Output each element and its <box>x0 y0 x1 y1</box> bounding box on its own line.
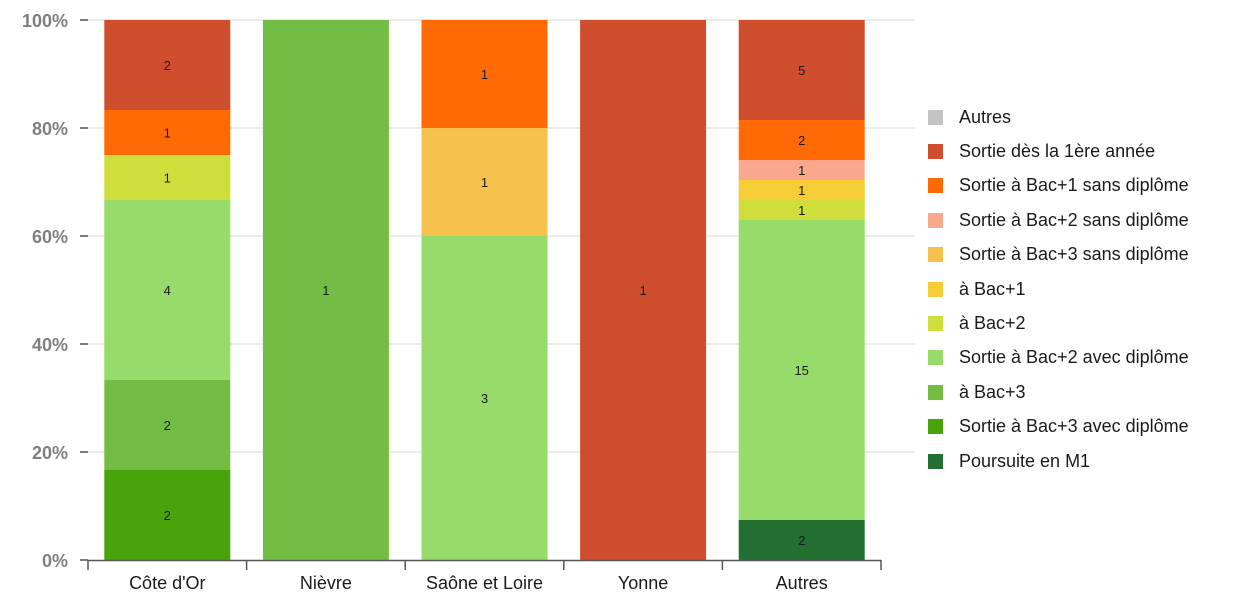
bar-segment <box>580 20 707 560</box>
legend-label: Poursuite en M1 <box>959 450 1091 471</box>
legend-swatch <box>928 247 943 263</box>
legend-item: Sortie dès la 1ère année <box>928 134 1228 168</box>
legend-item: Autres <box>928 100 1228 134</box>
bar-segment <box>738 160 865 180</box>
legend-item: Sortie à Bac+3 sans diplôme <box>928 238 1228 272</box>
legend-label: à Bac+3 <box>959 381 1026 402</box>
data-label: 2 <box>798 533 805 548</box>
bar-segment <box>104 110 231 155</box>
legend-label: à Bac+2 <box>959 313 1026 334</box>
legend-item: Poursuite en M1 <box>928 444 1228 478</box>
data-label: 2 <box>164 418 171 433</box>
bar-segment <box>738 200 865 220</box>
legend-item: Sortie à Bac+2 sans diplôme <box>928 203 1228 237</box>
data-label: 1 <box>322 283 329 298</box>
stacked-bar-chart: 2 2 4 1 1 2 1 3 1 1 1 2 15 1 1 1 2 5 0% 20% 40% 60% 80% 100% Cô… <box>22 11 915 592</box>
y-tick-label: 20% <box>32 443 68 463</box>
data-labels: 2 2 4 1 1 2 1 3 1 1 1 2 15 1 1 1 2 5 <box>164 58 809 548</box>
legend-label: Sortie à Bac+2 avec diplôme <box>959 347 1189 368</box>
legend-swatch <box>928 350 943 366</box>
bar-segment <box>104 380 231 470</box>
legend-label: Sortie à Bac+1 sans diplôme <box>959 175 1189 196</box>
x-tick-label: Côte d'Or <box>129 573 205 592</box>
axes: 0% 20% 40% 60% 80% 100% Côte d'Or Nièvre Saône e… <box>22 11 882 592</box>
data-label: 1 <box>164 126 171 141</box>
x-tick-label: Autres <box>776 573 828 592</box>
legend-swatch <box>928 453 943 469</box>
legend: Autres Sortie dès la 1ère année Sortie à B… <box>928 100 1228 478</box>
bar-segment <box>738 180 865 200</box>
data-label: 1 <box>798 203 805 218</box>
data-label: 1 <box>639 283 646 298</box>
legend-label: à Bac+1 <box>959 278 1026 299</box>
data-label: 2 <box>164 508 171 523</box>
legend-swatch <box>928 384 943 400</box>
data-label: 5 <box>798 63 805 78</box>
bar-segment <box>421 128 548 236</box>
legend-swatch <box>928 316 943 332</box>
legend-item: Sortie à Bac+3 avec diplôme <box>928 410 1228 444</box>
bar-segment <box>104 200 231 380</box>
x-tick-label: Yonne <box>618 573 668 592</box>
bar-segment <box>738 520 865 560</box>
data-label: 1 <box>481 175 488 190</box>
legend-label: Sortie dès la 1ère année <box>959 141 1156 162</box>
data-label: 2 <box>798 133 805 148</box>
bar-segment <box>262 20 389 560</box>
bar-segment <box>421 20 548 128</box>
y-tick-label: 0% <box>42 551 68 571</box>
data-label: 4 <box>164 283 171 298</box>
legend-label: Autres <box>959 106 1012 127</box>
legend-swatch <box>928 212 943 228</box>
data-label: 3 <box>481 391 488 406</box>
x-tick-label: Nièvre <box>300 573 352 592</box>
bar-segment <box>104 470 231 560</box>
legend-item: à Bac+2 <box>928 306 1228 340</box>
legend-item: Sortie à Bac+2 avec diplôme <box>928 341 1228 375</box>
x-tick-label: Saône et Loire <box>426 573 543 592</box>
bar-segment <box>421 236 548 560</box>
legend-swatch <box>928 419 943 435</box>
data-label: 1 <box>481 67 488 82</box>
legend-swatch <box>928 144 943 160</box>
legend-swatch <box>928 109 943 125</box>
bar-segment <box>738 20 865 120</box>
legend-item: à Bac+3 <box>928 375 1228 409</box>
bar-segment <box>104 20 231 110</box>
y-tick-label: 60% <box>32 227 68 247</box>
legend-item: à Bac+1 <box>928 272 1228 306</box>
data-label: 2 <box>164 58 171 73</box>
bar-segment <box>738 120 865 160</box>
data-label: 1 <box>798 163 805 178</box>
legend-label: Sortie à Bac+3 sans diplôme <box>959 244 1189 265</box>
data-label: 1 <box>798 183 805 198</box>
bar-segment <box>104 155 231 200</box>
y-tick-label: 80% <box>32 119 68 139</box>
bars <box>104 20 865 560</box>
legend-item: Sortie à Bac+1 sans diplôme <box>928 169 1228 203</box>
bar-segment <box>738 220 865 520</box>
y-tick-label: 100% <box>22 11 68 31</box>
legend-swatch <box>928 178 943 194</box>
legend-label: Sortie à Bac+2 sans diplôme <box>959 209 1189 230</box>
data-label: 1 <box>164 171 171 186</box>
data-label: 15 <box>794 363 808 378</box>
y-tick-label: 40% <box>32 335 68 355</box>
legend-swatch <box>928 281 943 297</box>
legend-label: Sortie à Bac+3 avec diplôme <box>959 416 1189 437</box>
